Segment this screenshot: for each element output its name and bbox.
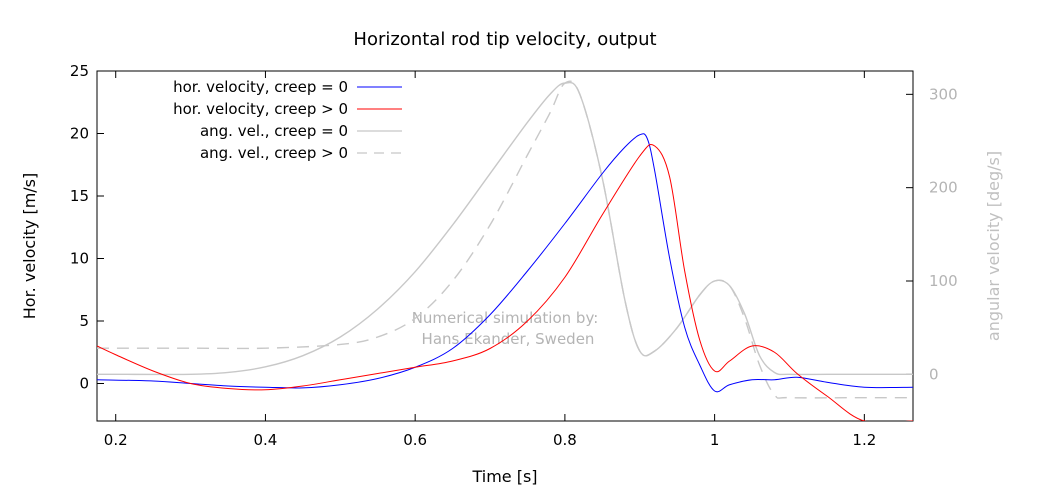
- legend-label-1: hor. velocity, creep = 0: [173, 78, 348, 96]
- y-axis-right: 0 100 200 300: [906, 85, 958, 383]
- y-axis-left: 0 5 10 15 20 25: [70, 62, 104, 393]
- x-tick-label: 0.2: [104, 431, 128, 449]
- plot-frame: [96, 70, 914, 422]
- series-layer: [97, 80, 913, 421]
- x-axis-label: Time [s]: [471, 467, 537, 486]
- x-tick-label: 0.4: [254, 431, 278, 449]
- y-tick-label: 5: [79, 312, 89, 330]
- watermark-line-1: Numerical simulation by:: [412, 309, 599, 327]
- x-tick-label: 0.8: [553, 431, 577, 449]
- series-line-1: [97, 133, 913, 393]
- y-tick-label: 10: [70, 250, 89, 268]
- y-tick-label: 20: [70, 125, 89, 143]
- y2-tick-label: 0: [929, 365, 939, 383]
- chart-title: Horizontal rod tip velocity, output: [353, 29, 656, 50]
- legend-label-4: ang. vel., creep > 0: [200, 144, 348, 162]
- legend: hor. velocity, creep = 0 hor. velocity, …: [173, 78, 402, 162]
- x-tick-label: 0.6: [403, 431, 427, 449]
- y2-axis-label: angular velocity [deg/s]: [984, 151, 1003, 341]
- x-tick-label: 1: [710, 431, 720, 449]
- y2-tick-label: 200: [929, 179, 958, 197]
- watermark-line-2: Hans Ekander, Sweden: [422, 330, 595, 348]
- series-line-4: [97, 80, 913, 399]
- series-line-3: [97, 81, 913, 376]
- legend-label-3: ang. vel., creep = 0: [200, 122, 348, 140]
- y-tick-label: 15: [70, 187, 89, 205]
- x-tick-label: 1.2: [852, 431, 876, 449]
- y-tick-label: 0: [79, 375, 89, 393]
- y2-tick-label: 100: [929, 272, 958, 290]
- x-axis: 0.2 0.4 0.6 0.8 1 1.2: [104, 71, 876, 449]
- watermark-annotation: Numerical simulation by: Hans Ekander, S…: [412, 309, 599, 348]
- y-tick-label: 25: [70, 62, 89, 80]
- y-axis-label: Hor. velocity [m/s]: [20, 173, 39, 320]
- legend-label-2: hor. velocity, creep > 0: [173, 100, 348, 118]
- y2-tick-label: 300: [929, 85, 958, 103]
- series-line-2: [97, 143, 913, 421]
